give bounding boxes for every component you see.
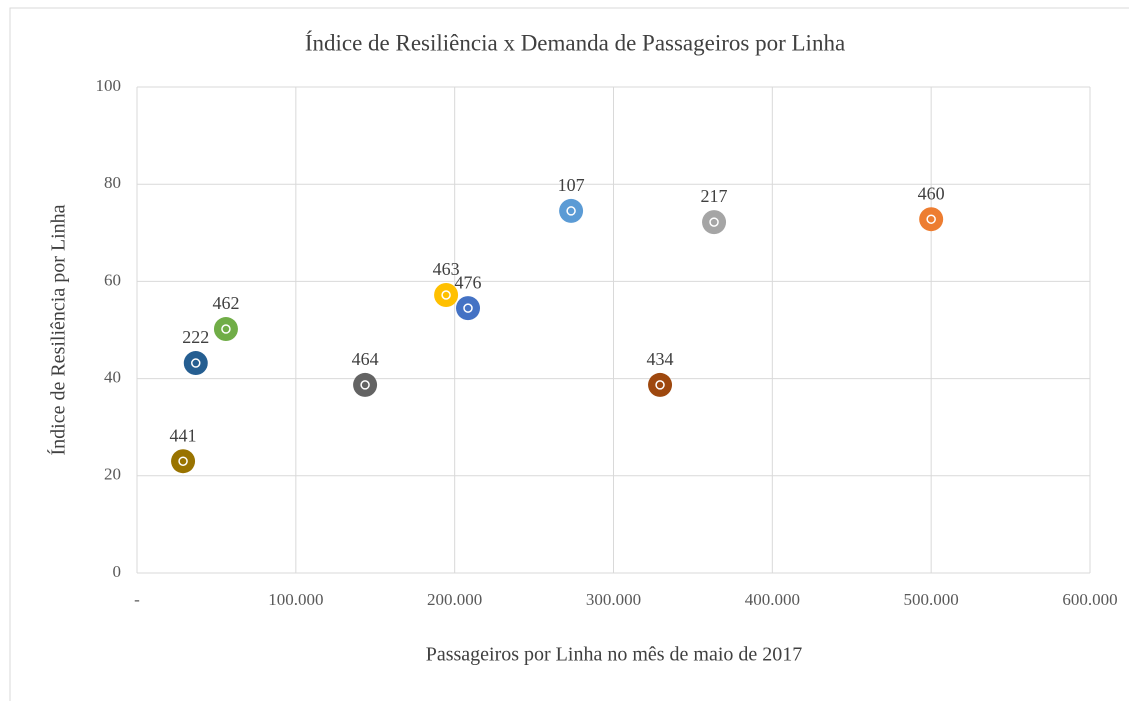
point-center (463, 303, 473, 313)
y-tick-label: 0 (113, 562, 122, 581)
y-tick-label: 20 (104, 465, 121, 484)
point-center (191, 358, 201, 368)
point-center (709, 217, 719, 227)
point (702, 210, 727, 235)
data-label: 441 (170, 425, 197, 445)
point-center (926, 214, 936, 224)
x-tick-label: - (134, 590, 140, 609)
point-center (360, 380, 370, 390)
data-label: 460 (918, 183, 945, 203)
chart-border (9, 7, 1129, 701)
x-axis-label: Passageiros por Linha no mês de maio de … (426, 644, 803, 666)
point (434, 283, 459, 308)
data-label: 476 (455, 272, 482, 292)
x-tick-label: 100.000 (268, 590, 323, 609)
data-label: 107 (558, 175, 585, 195)
point (171, 449, 196, 474)
point-center (178, 456, 188, 466)
point (213, 317, 238, 342)
point (919, 207, 944, 232)
data-label: 463 (433, 259, 460, 279)
x-tick-label: 600.000 (1062, 590, 1117, 609)
y-tick-label: 100 (96, 76, 122, 95)
y-tick-label: 80 (104, 173, 121, 192)
data-label: 462 (212, 293, 239, 313)
point-center (655, 380, 665, 390)
point-center (221, 324, 231, 334)
point-center (441, 290, 451, 300)
data-label: 222 (182, 327, 209, 347)
data-label: 217 (701, 186, 728, 206)
chart-title: Índice de Resiliência x Demanda de Passa… (305, 30, 845, 55)
point-center (566, 206, 576, 216)
x-tick-label: 200.000 (427, 590, 482, 609)
x-tick-label: 500.000 (904, 590, 959, 609)
y-tick-label: 40 (104, 368, 121, 387)
point (456, 296, 481, 321)
y-axis-label: Índice de Resiliência por Linha (47, 204, 70, 455)
point (353, 372, 378, 397)
point (648, 372, 673, 397)
point (559, 198, 584, 223)
data-label: 434 (647, 349, 674, 369)
y-tick-label: 60 (104, 270, 121, 289)
x-tick-label: 400.000 (745, 590, 800, 609)
x-tick-label: 300.000 (586, 590, 641, 609)
data-label: 464 (352, 349, 379, 369)
point (183, 351, 208, 376)
